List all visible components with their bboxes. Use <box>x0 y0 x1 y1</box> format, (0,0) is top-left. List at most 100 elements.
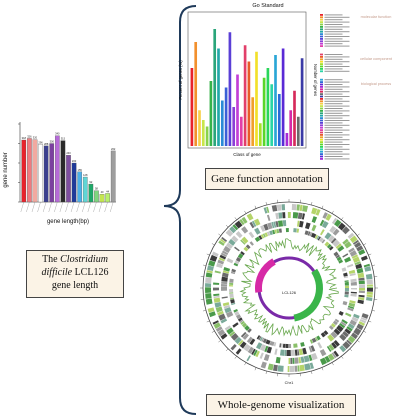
go-legend-swatch <box>320 88 323 91</box>
genome-track-segment <box>221 276 228 282</box>
genome-track-segment <box>263 223 269 231</box>
go-legend-swatch <box>320 81 323 83</box>
genome-track-segment <box>269 230 273 236</box>
caption-line-3: gene length <box>51 280 99 291</box>
go-legend-text-line <box>324 26 350 28</box>
genome-track-segment <box>253 349 258 356</box>
genome-track-segment <box>296 204 300 211</box>
gene-length-bar-value: 40 <box>101 190 104 194</box>
go-legend-swatch <box>320 83 323 86</box>
genome-track-segment <box>327 334 335 342</box>
genome-track-segment <box>237 339 244 346</box>
go-legend-text-line <box>324 66 350 67</box>
genome-track-segment <box>242 333 249 340</box>
genome-track-segment <box>231 268 236 273</box>
genome-track-segment <box>208 260 216 267</box>
genome-track-segment <box>254 227 261 235</box>
genome-track-segment <box>325 213 332 221</box>
genome-track-segment <box>360 255 368 261</box>
go-legend-text-line <box>324 112 343 114</box>
genome-track-segment <box>347 323 355 330</box>
genome-track-segment <box>304 363 311 371</box>
genome-track-segment <box>241 322 248 328</box>
genome-track-segment <box>356 267 364 274</box>
genome-track-segment <box>308 346 313 353</box>
gene-length-bar <box>43 145 49 203</box>
go-legend-swatch <box>320 38 323 40</box>
go-legend-swatch <box>320 26 323 28</box>
genome-track-segment <box>299 364 305 372</box>
go-bar <box>289 110 293 146</box>
genome-track-segment <box>233 262 239 267</box>
gene-length-x-tick <box>87 201 92 213</box>
genome-track-segment <box>249 338 256 346</box>
genome-track-segment <box>229 331 236 337</box>
genome-track-segment <box>363 263 370 268</box>
genome-scale-tick <box>202 310 206 312</box>
genome-track-segment <box>288 357 291 364</box>
genome-track-segment <box>256 335 261 340</box>
genome-track-segment <box>229 289 234 293</box>
genome-track-segment <box>347 232 355 239</box>
genome-track-segment <box>254 236 261 243</box>
go-legend-swatch <box>320 93 323 95</box>
go-legend-text-line <box>324 127 343 129</box>
go-y-left-label: Percent of genes (%) <box>178 60 183 100</box>
genome-track-segment <box>277 365 284 372</box>
genome-scale-tick <box>321 367 324 371</box>
genome-track-segment <box>229 282 234 285</box>
genome-scale-tick <box>234 356 237 359</box>
go-chart-title: Go Standard <box>252 3 283 9</box>
go-legend-swatch <box>320 33 323 35</box>
go-bar <box>198 110 201 146</box>
gene-length-bar <box>38 144 43 203</box>
genome-track-segment <box>349 235 358 244</box>
go-legend-text-line <box>324 98 343 100</box>
genome-track-segment <box>345 312 352 317</box>
gene-length-x-tick <box>76 201 80 213</box>
go-legend-swatch <box>320 86 323 88</box>
go-bar <box>194 42 198 146</box>
genome-scale-tick <box>349 348 353 352</box>
go-bar <box>274 55 277 146</box>
genome-track-segment <box>311 337 317 343</box>
genome-track-segment <box>354 241 362 249</box>
go-legend-swatch <box>320 158 323 160</box>
genome-track-segment <box>222 302 230 307</box>
genome-track-segment <box>213 287 220 291</box>
genome-track-segment <box>366 279 373 285</box>
genome-track-segment <box>336 256 342 262</box>
genome-track-segment <box>317 342 323 349</box>
genome-scale-tick <box>265 371 267 375</box>
genome-track-segment <box>228 238 236 246</box>
genome-scale-tick <box>349 224 353 228</box>
genome-track-segment <box>265 339 271 345</box>
genome-gc-content <box>239 238 339 337</box>
genome-track-segment <box>364 266 372 272</box>
genome-track-segment <box>214 270 221 274</box>
genome-track-segment <box>221 286 228 291</box>
genome-track-segment <box>300 342 305 347</box>
gene-length-bar <box>110 150 116 203</box>
genome-track-segment <box>276 228 280 234</box>
go-legend-swatch <box>320 68 323 70</box>
genome-track-segment <box>255 342 263 350</box>
genome-track-segment <box>324 355 331 363</box>
go-legend-text-line <box>324 132 343 133</box>
go-legend-swatch <box>320 143 323 146</box>
genome-track-segment <box>292 212 299 219</box>
genome-scale-tick <box>372 264 376 266</box>
genome-track-segment <box>217 259 225 265</box>
go-bar <box>228 32 232 146</box>
genome-scale-tick <box>368 320 372 323</box>
genome-chromosome-label: Chr1 <box>285 380 294 385</box>
go-bar <box>277 94 281 146</box>
go-legend-swatch <box>320 105 323 107</box>
genome-track-segment <box>305 222 311 230</box>
genome-scale-tick <box>234 217 237 220</box>
genome-track-segment <box>293 228 297 233</box>
genome-track-segment <box>366 294 373 298</box>
genome-track-segment <box>226 327 234 335</box>
gene-length-bar-value: 92 <box>89 180 92 184</box>
genome-track-segment <box>229 297 235 300</box>
